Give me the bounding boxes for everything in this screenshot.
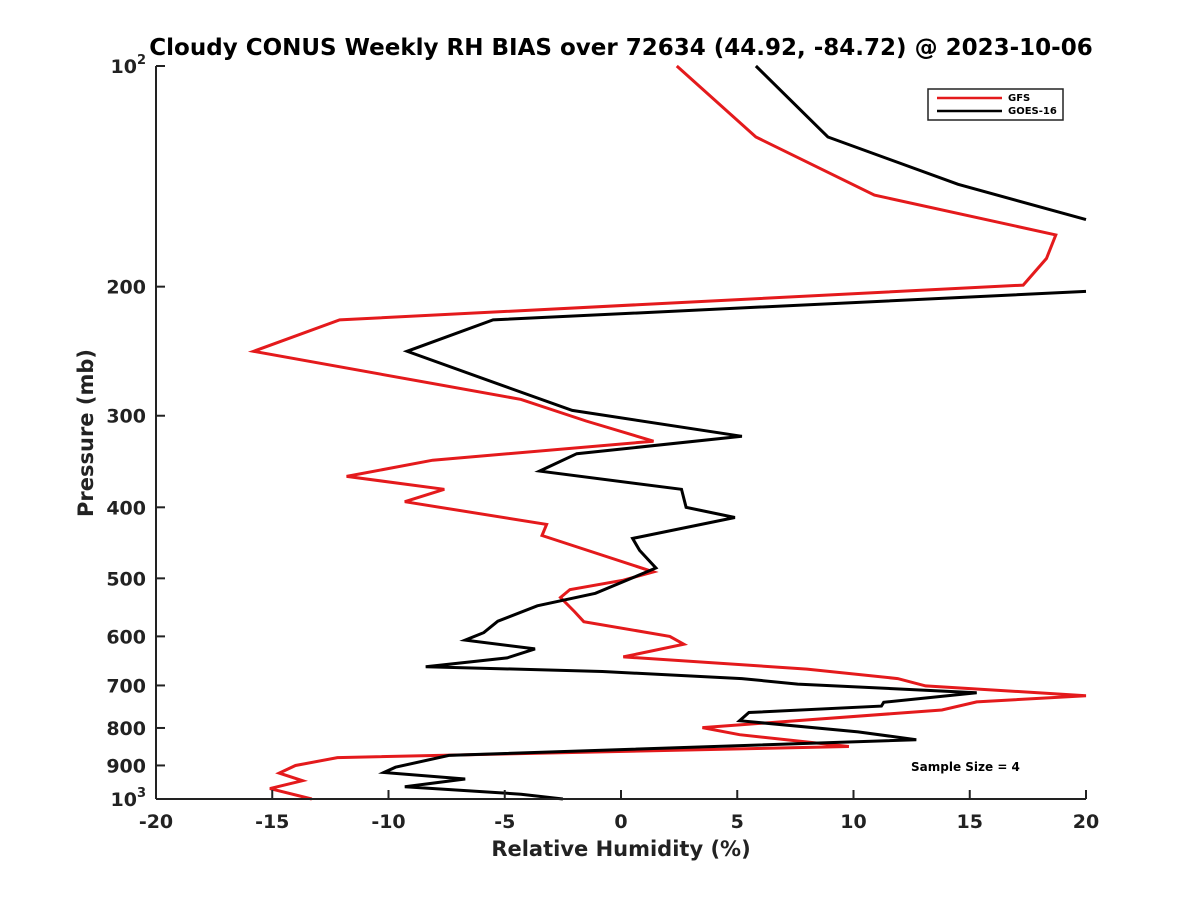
x-tick-label: -15 [255,811,289,833]
y-tick-label: 700 [106,675,146,697]
y-axis-label: Pressure (mb) [74,349,98,517]
x-tick-label: 20 [1073,811,1099,833]
y-tick-label: 200 [106,277,146,299]
chart-title: Cloudy CONUS Weekly RH BIAS over 72634 (… [149,35,1092,61]
y-tick-label: 300 [106,406,146,428]
series-layer [247,64,1087,801]
y-tick-label: 103 [111,786,147,811]
y-tick-label: 600 [106,626,146,648]
y-tick-label: 800 [106,718,146,740]
y-tick-exponent: 2 [137,53,146,68]
y-tick-label: 400 [106,497,146,519]
legend-box [927,88,1064,121]
series-line-gfs [247,64,1087,801]
x-tick-label: 10 [840,811,866,833]
x-tick-label: 15 [957,811,983,833]
x-ticks: -20 -15 -10 -5 0 5 10 15 20 [139,790,1099,833]
legend-label-gfs: GFS [1008,93,1030,104]
y-tick-label: 900 [106,755,146,777]
legend-label-goes16: GOES-16 [1008,106,1057,117]
x-tick-label: 0 [614,811,627,833]
sample-size-annotation: Sample Size = 4 [911,760,1020,774]
y-tick-exponent: 3 [137,786,146,801]
x-tick-label: -10 [371,811,405,833]
x-tick-label: 5 [731,811,744,833]
legend: GFS GOES-16 [927,88,1064,121]
y-tick-label: 500 [106,568,146,590]
x-tick-label: -20 [139,811,173,833]
series-line-goes-16 [378,64,1087,801]
x-tick-label: -5 [494,811,515,833]
x-axis-label: Relative Humidity (%) [491,837,750,861]
